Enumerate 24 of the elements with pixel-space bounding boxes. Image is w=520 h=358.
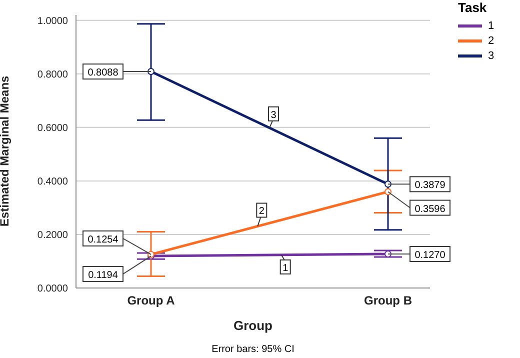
y-tick-label: 0.0000 — [37, 284, 68, 295]
legend-label: 1 — [488, 20, 494, 32]
text: 3 — [270, 110, 276, 121]
legend-title: Task — [458, 0, 488, 15]
x-axis-title: Group — [234, 318, 273, 333]
y-tick-label: 0.2000 — [37, 230, 68, 242]
x-tick-label: Group A — [127, 294, 176, 308]
y-axis-title: Estimated Marginal Means — [0, 75, 12, 226]
data-label: 0.1254 — [88, 234, 119, 246]
y-tick-label: 1.0000 — [37, 16, 68, 27]
text: 1 — [282, 262, 288, 274]
data-label: 0.3879 — [414, 180, 446, 192]
y-tick-label: 0.6000 — [37, 122, 68, 134]
data-label: 0.3596 — [414, 204, 446, 215]
text: Error bars: 95% CI — [210, 344, 296, 355]
x-tick-label: Group B — [364, 294, 412, 308]
y-tick-label: 0.4000 — [37, 176, 68, 188]
legend-label: 2 — [488, 34, 494, 46]
data-label: 0.1270 — [414, 250, 446, 262]
legend-label: 3 — [488, 50, 494, 62]
data-label: 0.8088 — [88, 68, 119, 79]
y-tick-label: 0.8000 — [37, 69, 68, 80]
text: 2 — [258, 206, 264, 218]
data-label: 0.1194 — [88, 270, 118, 282]
